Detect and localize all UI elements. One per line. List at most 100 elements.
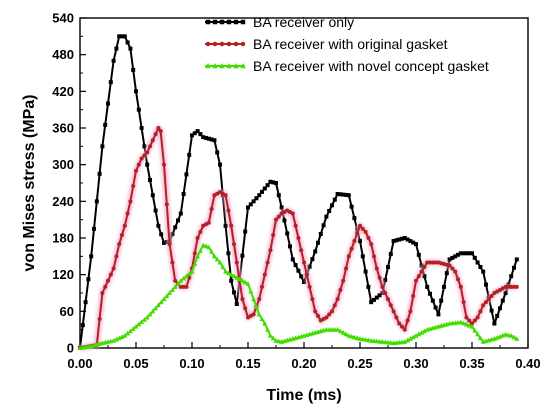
data-point — [453, 254, 458, 259]
data-point — [422, 274, 427, 279]
data-point — [228, 271, 234, 277]
data-point — [192, 261, 198, 266]
data-point — [411, 294, 416, 299]
data-point — [355, 231, 360, 236]
data-point — [145, 150, 150, 155]
data-point — [178, 284, 183, 289]
data-point — [122, 34, 127, 39]
data-point — [192, 251, 197, 256]
data-point — [260, 284, 264, 289]
data-point — [134, 89, 138, 94]
data-point — [114, 254, 119, 259]
data-point — [330, 309, 334, 314]
data-point — [162, 162, 166, 167]
data-point — [503, 331, 509, 337]
data-point — [478, 309, 483, 314]
data-point — [505, 332, 511, 338]
data-point — [209, 249, 215, 254]
data-point — [262, 272, 267, 277]
data-point — [369, 242, 374, 247]
y-tick-label: 360 — [52, 121, 74, 136]
data-point — [302, 260, 306, 265]
data-point — [181, 284, 186, 289]
data-point — [170, 232, 175, 237]
data-point — [346, 193, 351, 198]
data-point — [219, 19, 225, 25]
data-point — [467, 318, 472, 323]
data-point — [509, 274, 514, 279]
data-point — [481, 303, 486, 308]
data-point — [433, 260, 438, 265]
data-point — [223, 223, 228, 228]
data-point — [313, 249, 318, 254]
data-point — [461, 300, 466, 305]
data-point — [481, 269, 486, 274]
data-point — [223, 268, 229, 274]
data-point — [410, 334, 416, 340]
data-point — [122, 223, 127, 228]
x-axis-label: Time (ms) — [266, 387, 341, 404]
data-point — [144, 314, 150, 320]
data-point — [83, 300, 88, 305]
data-point — [388, 303, 393, 308]
data-point — [189, 268, 195, 274]
data-point — [201, 135, 206, 140]
y-tick-label: 240 — [52, 194, 74, 209]
data-point — [310, 297, 315, 302]
data-point — [425, 260, 430, 265]
data-point — [421, 328, 427, 334]
data-point — [430, 298, 435, 303]
data-point — [400, 324, 404, 329]
data-point — [139, 319, 145, 325]
data-point — [514, 257, 519, 262]
data-point — [125, 330, 131, 336]
data-point — [346, 254, 351, 259]
data-point — [330, 203, 334, 208]
data-point — [461, 320, 467, 326]
data-point — [299, 248, 304, 253]
data-point — [120, 34, 124, 39]
x-tick-label: 0.05 — [123, 356, 148, 371]
data-point — [503, 291, 508, 295]
data-point — [274, 181, 278, 185]
data-point — [346, 333, 352, 338]
series-2 — [78, 125, 519, 351]
data-point — [156, 126, 161, 130]
data-point — [226, 41, 232, 47]
data-point — [321, 223, 326, 228]
data-point — [205, 19, 211, 25]
data-point — [484, 300, 488, 305]
data-point — [248, 288, 254, 294]
y-tick-label: 480 — [52, 47, 74, 62]
data-point — [500, 298, 505, 303]
data-point — [206, 244, 212, 250]
data-point — [176, 218, 180, 223]
data-point — [469, 323, 475, 329]
data-point — [466, 322, 472, 328]
legend-label: BA receiver with original gasket — [253, 36, 448, 52]
data-point — [514, 336, 520, 341]
data-point — [103, 284, 108, 289]
x-tick-label: 0.10 — [179, 356, 204, 371]
data-point — [386, 265, 390, 270]
data-point — [190, 133, 194, 138]
data-point — [508, 333, 514, 338]
data-point — [94, 199, 99, 204]
data-point — [153, 208, 158, 213]
x-tick-label: 0.40 — [515, 356, 540, 371]
data-point — [274, 217, 278, 222]
data-point — [173, 278, 178, 283]
data-point — [259, 316, 265, 321]
data-point — [341, 278, 346, 283]
data-point — [134, 168, 138, 173]
data-point — [225, 270, 231, 276]
legend-item: BA receiver only — [205, 14, 354, 30]
data-point — [413, 333, 419, 338]
data-point — [142, 153, 147, 158]
data-point — [273, 337, 279, 343]
data-point — [428, 291, 432, 296]
data-point — [106, 101, 110, 106]
data-point — [217, 259, 223, 265]
data-point — [419, 330, 425, 335]
data-point — [130, 326, 136, 331]
